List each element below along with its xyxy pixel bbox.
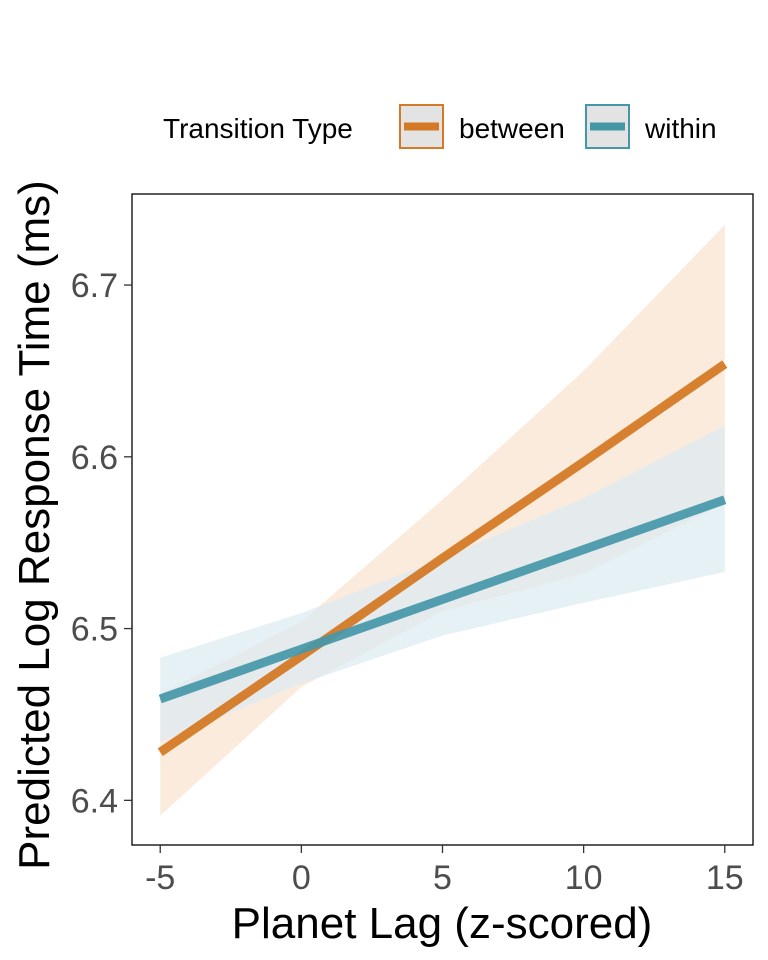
- legend: Transition Type between within: [163, 104, 717, 149]
- x-tick-label: 0: [292, 859, 311, 897]
- y-tick-label: 6.7: [71, 267, 118, 305]
- y-tick-label: 6.4: [71, 782, 118, 820]
- x-tick-label: 5: [433, 859, 452, 897]
- legend-item-between: between: [399, 104, 565, 149]
- y-tick-label: 6.5: [71, 611, 118, 649]
- y-axis: 6.4 6.5 6.6 6.7: [71, 267, 132, 820]
- confidence-bands: [160, 224, 725, 816]
- y-tick-label: 6.6: [71, 439, 118, 477]
- x-axis: -5 0 5 10 15: [145, 845, 744, 897]
- legend-label-between: between: [459, 113, 565, 144]
- series-line-between: [157, 360, 728, 756]
- legend-item-within: within: [585, 104, 717, 149]
- legend-label-within: within: [644, 113, 717, 144]
- legend-title: Transition Type: [163, 113, 353, 144]
- x-tick-label: 10: [565, 859, 603, 897]
- y-axis-label: Predicted Log Response Time (ms): [10, 180, 59, 870]
- x-tick-label: 15: [706, 859, 744, 897]
- x-axis-label: Planet Lag (z-scored): [232, 899, 653, 948]
- series-line-within: [158, 495, 727, 704]
- series-lines: [157, 360, 728, 756]
- legend-items: between within: [399, 104, 717, 149]
- x-tick-label: -5: [145, 859, 175, 897]
- confidence-band-within: [160, 425, 725, 742]
